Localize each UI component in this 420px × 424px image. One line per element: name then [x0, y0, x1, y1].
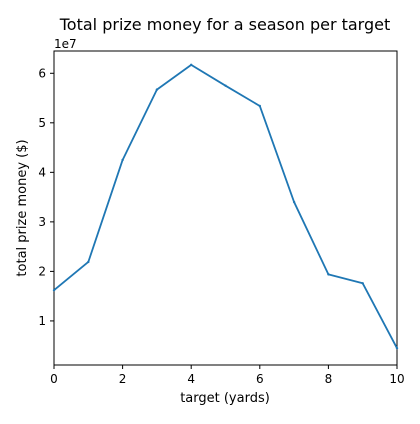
- data-point: [155, 88, 159, 91]
- y-tick-label: 4: [38, 165, 46, 179]
- x-tick-label: 8: [325, 372, 333, 386]
- data-point: [327, 273, 330, 276]
- series-group: [52, 63, 399, 350]
- chart-title: Total prize money for a season per targe…: [59, 15, 391, 34]
- x-tick-label: 2: [119, 372, 127, 386]
- plot-area: [53, 50, 398, 366]
- data-point: [395, 346, 399, 350]
- data-point: [190, 63, 193, 67]
- data-point: [52, 289, 56, 292]
- y-ticks: 1 2 3 4 5 6: [38, 66, 54, 328]
- x-axis-label: target (yards): [180, 391, 270, 406]
- y-tick-label: 2: [38, 264, 46, 278]
- y-tick-label: 1: [38, 314, 46, 328]
- data-point: [224, 84, 227, 87]
- y-tick-label: 3: [38, 215, 46, 229]
- x-tick-label: 4: [187, 372, 195, 386]
- x-tick-label: 10: [389, 372, 404, 386]
- y-axis-label: total prize money ($): [15, 139, 30, 276]
- data-point: [258, 104, 261, 108]
- series-line: [53, 63, 398, 349]
- data-point: [121, 158, 124, 162]
- y-tick-label: 5: [38, 116, 46, 130]
- x-ticks: 0 2 4 6 8 10: [50, 365, 405, 386]
- x-tick-label: 6: [256, 372, 264, 386]
- data-point: [87, 260, 90, 264]
- y-offset-label: 1e7: [54, 37, 77, 51]
- data-point: [292, 200, 296, 204]
- data-point: [361, 282, 364, 285]
- y-tick-label: 6: [38, 66, 46, 80]
- x-tick-label: 0: [50, 372, 58, 386]
